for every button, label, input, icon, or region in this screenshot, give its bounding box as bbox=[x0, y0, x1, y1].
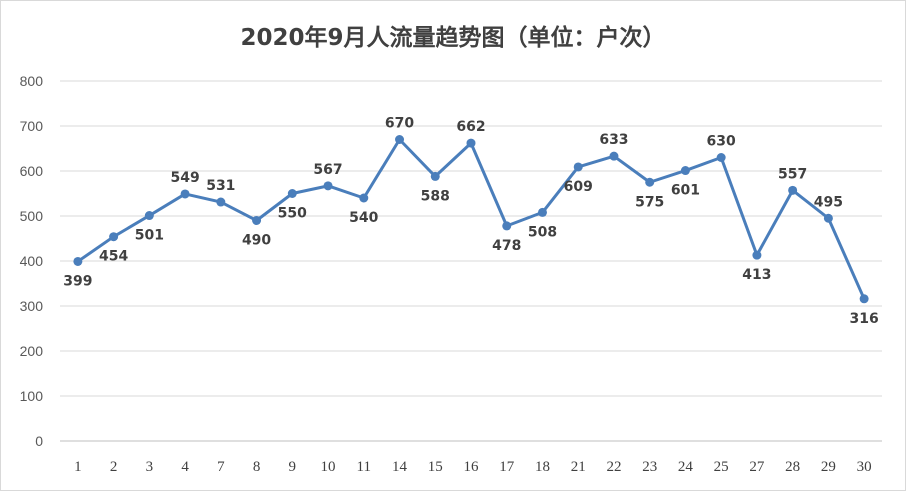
data-label: 662 bbox=[456, 119, 485, 135]
x-tick-label: 1 bbox=[74, 459, 82, 475]
gridlines bbox=[60, 80, 882, 442]
data-label: 413 bbox=[742, 267, 771, 283]
data-point bbox=[287, 189, 297, 198]
data-point bbox=[645, 177, 655, 187]
data-labels: 399 454 501 549 531 490 550 567 540 670 588 662 478 5… bbox=[63, 116, 878, 327]
y-tick-label: 500 bbox=[20, 208, 44, 224]
data-label: 601 bbox=[671, 183, 700, 199]
chart-title: 2020年9月人流量趋势图（单位：户次） bbox=[240, 25, 666, 51]
data-point bbox=[323, 181, 333, 191]
data-label: 478 bbox=[492, 238, 521, 254]
data-point bbox=[752, 250, 762, 260]
x-tick-label: 2 bbox=[110, 459, 118, 475]
x-tick-label: 10 bbox=[321, 459, 336, 475]
data-label: 531 bbox=[206, 178, 235, 194]
data-point bbox=[109, 232, 119, 242]
data-point bbox=[73, 256, 83, 266]
data-point bbox=[502, 221, 512, 231]
data-point bbox=[395, 135, 405, 144]
data-point bbox=[609, 151, 619, 161]
data-label: 609 bbox=[564, 179, 593, 195]
y-tick-label: 800 bbox=[20, 73, 44, 89]
y-tick-label: 200 bbox=[20, 343, 44, 359]
y-tick-label: 300 bbox=[20, 298, 44, 314]
data-point bbox=[430, 171, 440, 181]
x-tick-label: 16 bbox=[464, 459, 480, 475]
data-label: 633 bbox=[599, 132, 628, 148]
x-tick-label: 4 bbox=[181, 459, 189, 475]
data-label: 540 bbox=[349, 210, 378, 226]
data-point bbox=[537, 207, 547, 217]
data-label: 454 bbox=[99, 249, 128, 265]
data-label: 490 bbox=[242, 233, 271, 249]
data-label: 588 bbox=[421, 188, 450, 204]
x-tick-label: 21 bbox=[571, 459, 586, 475]
x-tick-label: 29 bbox=[821, 459, 836, 475]
x-tick-label: 15 bbox=[428, 459, 443, 475]
x-tick-label: 8 bbox=[253, 459, 261, 475]
y-tick-label: 400 bbox=[20, 253, 44, 269]
x-tick-label: 27 bbox=[749, 459, 765, 475]
y-axis-tick-labels: 0 100 200 300 400 500 600 700 800 bbox=[20, 73, 44, 449]
data-label: 316 bbox=[850, 311, 879, 327]
x-tick-label: 28 bbox=[785, 459, 800, 475]
x-tick-label: 3 bbox=[146, 459, 154, 475]
x-tick-label: 23 bbox=[642, 459, 657, 475]
data-label: 508 bbox=[528, 224, 557, 240]
data-point bbox=[144, 211, 154, 221]
data-point bbox=[716, 153, 726, 162]
x-tick-label: 7 bbox=[217, 459, 225, 475]
data-label: 630 bbox=[707, 134, 736, 150]
data-point bbox=[680, 166, 690, 176]
x-tick-label: 22 bbox=[606, 459, 621, 475]
x-tick-label: 17 bbox=[499, 459, 515, 475]
x-tick-label: 14 bbox=[392, 459, 408, 475]
x-tick-label: 25 bbox=[714, 459, 729, 475]
data-point bbox=[573, 162, 583, 172]
data-label: 501 bbox=[135, 228, 164, 244]
x-tick-label: 30 bbox=[857, 459, 872, 475]
data-point bbox=[180, 189, 190, 199]
x-tick-label: 18 bbox=[535, 459, 550, 475]
y-tick-label: 100 bbox=[20, 388, 44, 404]
data-point bbox=[359, 193, 369, 203]
data-label: 567 bbox=[313, 162, 342, 178]
y-tick-label: 600 bbox=[20, 163, 44, 179]
y-tick-label: 0 bbox=[35, 433, 43, 449]
data-point bbox=[788, 185, 798, 195]
x-tick-label: 24 bbox=[678, 459, 694, 475]
data-point bbox=[252, 216, 262, 225]
data-label: 495 bbox=[814, 194, 843, 210]
data-point bbox=[823, 213, 833, 223]
data-label: 399 bbox=[63, 273, 92, 289]
data-label: 557 bbox=[778, 166, 807, 182]
data-label: 670 bbox=[385, 116, 414, 132]
x-axis-tick-labels: 1 2 3 4 7 8 9 10 11 14 15 16 17 18 21 22 23 24 25 27 28 29 30 bbox=[74, 459, 872, 475]
y-tick-label: 700 bbox=[20, 118, 44, 134]
x-tick-label: 9 bbox=[289, 459, 297, 475]
data-point bbox=[216, 197, 226, 207]
series-points bbox=[73, 135, 869, 304]
data-point bbox=[466, 138, 476, 148]
data-label: 550 bbox=[278, 206, 307, 222]
x-tick-label: 11 bbox=[357, 459, 371, 475]
data-label: 549 bbox=[170, 170, 199, 186]
data-point bbox=[859, 294, 869, 304]
data-label: 575 bbox=[635, 194, 664, 210]
